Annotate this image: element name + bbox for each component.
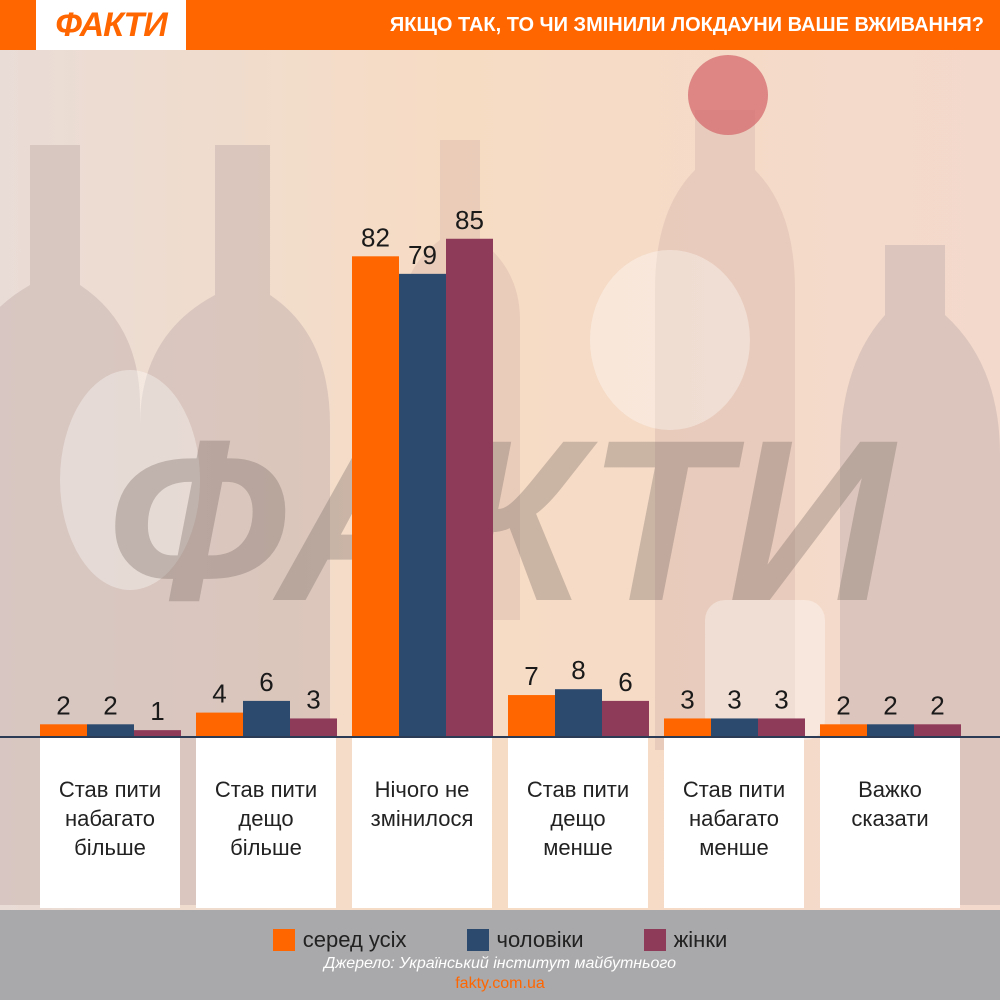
bar (555, 689, 602, 736)
data-label: 4 (212, 679, 226, 709)
legend-swatch-all (272, 929, 295, 951)
logo[interactable]: ФАКТИ (36, 0, 186, 50)
legend-item-women: жінки (643, 927, 728, 953)
bar (87, 724, 134, 736)
bar-chart: Став пити набагато більше 2 2 1 Став пити дещо б… (0, 205, 1000, 930)
source-note: Джерело: Український інститут майбутньог… (323, 955, 677, 972)
legend-item-men: чоловіки (466, 927, 584, 953)
category-label: Став пити (59, 777, 161, 802)
site-link[interactable]: fakty.com.ua (455, 975, 545, 992)
legend-swatch-women (643, 929, 666, 951)
bar (508, 695, 555, 736)
data-label: 2 (883, 690, 897, 720)
data-label: 6 (618, 667, 632, 697)
category-label: змінилося (371, 806, 474, 831)
category-label: сказати (851, 806, 928, 831)
category-panel (664, 738, 804, 908)
category-label: більше (230, 835, 302, 860)
legend-swatch-men (466, 929, 489, 951)
bar (602, 700, 649, 736)
page-title: ЯКЩО ТАК, ТО ЧИ ЗМІНИЛИ ЛОКДАУНИ ВАШЕ ВЖ… (389, 13, 984, 36)
bar (290, 718, 337, 736)
category-label: набагато (65, 806, 155, 831)
legend-label-men: чоловіки (496, 927, 584, 952)
data-label: 79 (408, 240, 437, 270)
category-label: набагато (689, 806, 779, 831)
bar (134, 730, 181, 736)
bar (664, 718, 711, 736)
category-label: Став пити (527, 777, 629, 802)
bar (711, 718, 758, 736)
category-label: Став пити (683, 777, 785, 802)
category-label: Нічого не (375, 777, 470, 802)
legend-label-all: серед усіх (302, 927, 407, 952)
data-label: 3 (727, 684, 741, 714)
category-label: менше (699, 835, 768, 860)
data-label: 3 (774, 684, 788, 714)
bar (820, 724, 867, 736)
data-label: 2 (836, 690, 850, 720)
data-label: 85 (455, 205, 484, 235)
data-label: 1 (150, 696, 164, 726)
category-panel (196, 738, 336, 908)
bar (196, 712, 243, 736)
bar (867, 724, 914, 736)
category-label: Став пити (215, 777, 317, 802)
data-label: 82 (361, 222, 390, 252)
category-panel (40, 738, 180, 908)
data-label: 2 (930, 690, 944, 720)
bar (40, 724, 87, 736)
category-panel (508, 738, 648, 908)
data-label: 2 (56, 690, 70, 720)
header-bar: ФАКТИ ЯКЩО ТАК, ТО ЧИ ЗМІНИЛИ ЛОКДАУНИ В… (0, 0, 1000, 50)
watermark: ФАКТИ (106, 392, 898, 649)
bar (243, 700, 290, 736)
legend-item-all: серед усіх (272, 927, 407, 953)
data-label: 3 (306, 684, 320, 714)
category-label: більше (74, 835, 146, 860)
category-label: Важко (858, 777, 922, 802)
data-label: 3 (680, 684, 694, 714)
bar (399, 273, 446, 736)
data-label: 6 (259, 667, 273, 697)
legend-label-women: жінки (673, 927, 728, 952)
bar (446, 238, 493, 736)
bar (914, 724, 961, 736)
legend: серед усіх чоловіки жінки (0, 926, 1000, 954)
category-label: менше (543, 835, 612, 860)
category-panel (352, 738, 492, 908)
category-panel (820, 738, 960, 908)
data-label: 2 (103, 690, 117, 720)
data-label: 7 (524, 661, 538, 691)
data-label: 8 (571, 655, 585, 685)
footer-band (0, 910, 1000, 1000)
category-label: дещо (550, 806, 605, 831)
bar (352, 256, 399, 736)
category-label: дещо (238, 806, 293, 831)
bar (758, 718, 805, 736)
